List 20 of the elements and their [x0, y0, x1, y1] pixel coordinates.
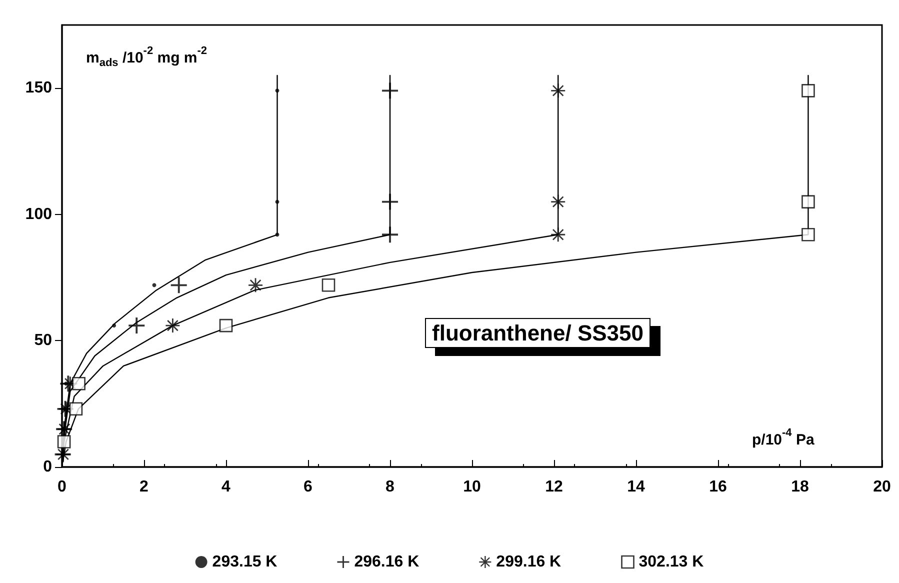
- x-tick-label: 16: [709, 478, 727, 496]
- x-tick-label: 14: [627, 478, 645, 496]
- legend-label: 299.16 K: [496, 554, 562, 570]
- x-tick-label: 12: [545, 478, 563, 496]
- legend-label: 293.15 K: [212, 554, 278, 570]
- x-tick-label: 6: [304, 478, 313, 496]
- x-tick-label: 20: [873, 478, 891, 496]
- y-tick-label: 100: [25, 206, 52, 223]
- legend-label: 296.16 K: [354, 554, 420, 570]
- annotation: fluoranthene/ SS350: [432, 320, 644, 346]
- x-tick-label: 10: [463, 478, 481, 496]
- x-tick-label: 4: [222, 478, 231, 496]
- y-tick-label: 150: [25, 80, 52, 97]
- x-tick-label: 0: [58, 478, 67, 496]
- x-tick-label: 18: [791, 478, 809, 496]
- x-tick-label: 2: [140, 478, 149, 496]
- y-tick-label: 0: [43, 458, 52, 476]
- x-tick-label: 8: [386, 478, 395, 496]
- legend-label: 302.13 K: [638, 554, 704, 570]
- y-tick-label: 50: [34, 332, 52, 350]
